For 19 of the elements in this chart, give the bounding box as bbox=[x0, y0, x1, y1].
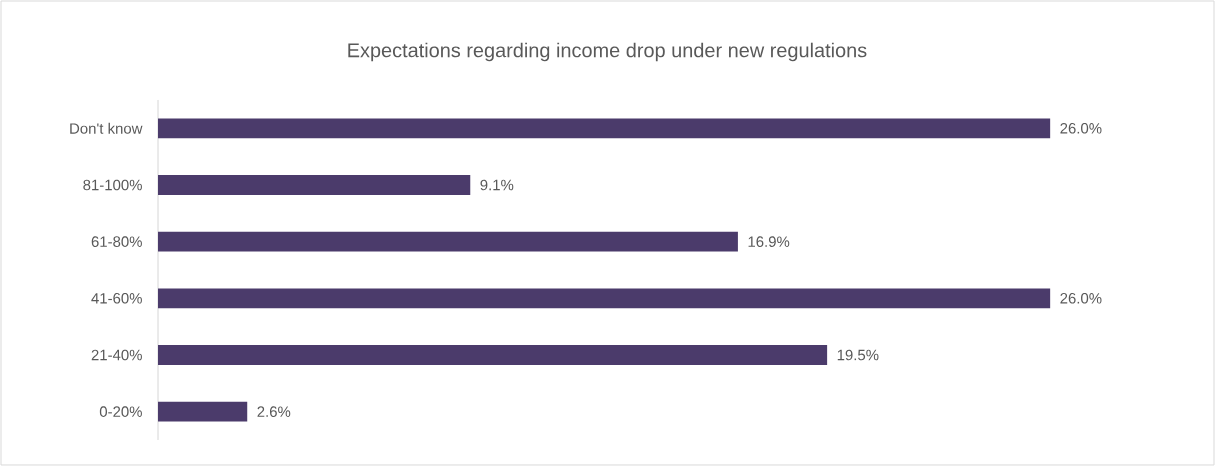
bar bbox=[158, 401, 248, 422]
bar bbox=[158, 231, 738, 252]
bar bbox=[158, 288, 1051, 309]
data-label: 16.9% bbox=[748, 236, 790, 247]
data-label: 26.0% bbox=[1060, 123, 1102, 134]
bar bbox=[158, 175, 471, 195]
bar bbox=[158, 345, 828, 365]
y-tick-label: 21-40% bbox=[91, 349, 142, 361]
y-tick-label: 81-100% bbox=[83, 179, 142, 191]
y-tick-label: 41-60% bbox=[91, 293, 142, 304]
chart-title: Expectations regarding income drop under new regulations bbox=[348, 42, 867, 62]
data-label: 2.6% bbox=[257, 406, 291, 417]
y-tick-label: Don't know bbox=[70, 122, 143, 134]
data-label: 26.0% bbox=[1060, 293, 1102, 304]
y-tick-label: 61-80% bbox=[91, 236, 142, 247]
bar bbox=[158, 118, 1051, 139]
data-label: 19.5% bbox=[837, 349, 879, 361]
y-tick-label: 0-20% bbox=[99, 406, 142, 417]
data-label: 9.1% bbox=[480, 179, 514, 191]
